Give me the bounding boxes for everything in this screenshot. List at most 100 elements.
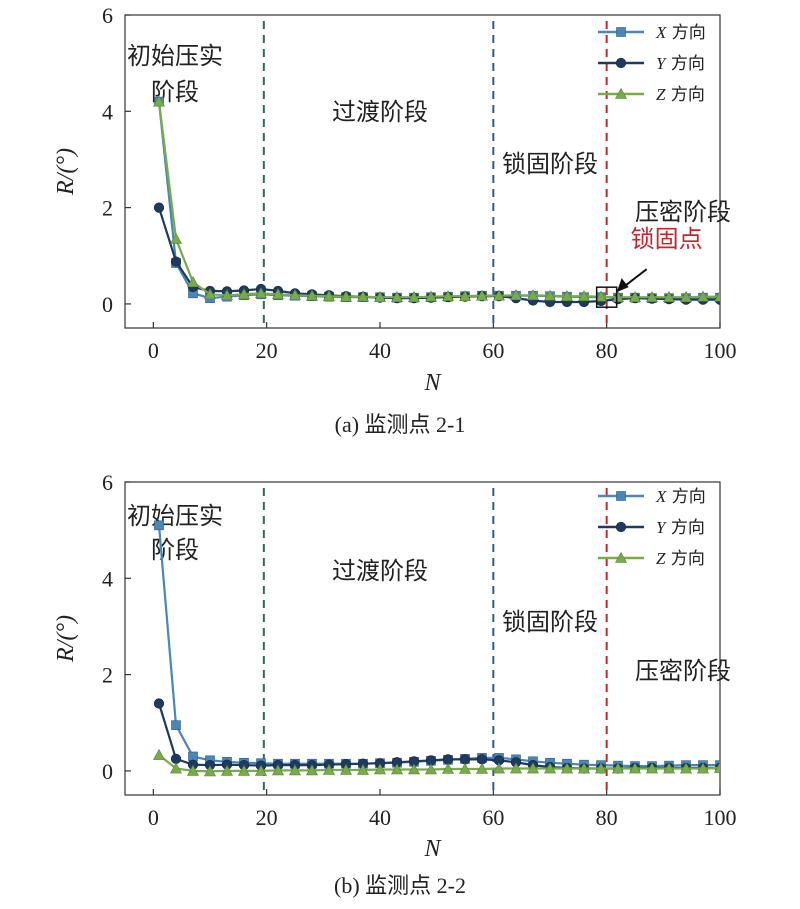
x-tick-label: 60 [482, 338, 504, 363]
data-point [679, 762, 693, 774]
y-axis-label: R/(°) [53, 148, 79, 196]
stage-label: 锁固阶段 [502, 150, 598, 178]
stage-label: 过渡阶段 [332, 98, 428, 126]
data-point [356, 290, 370, 302]
data-point [475, 762, 489, 774]
data-point [356, 763, 370, 775]
plot-frame [124, 14, 721, 329]
data-point [662, 762, 676, 774]
data-point [237, 764, 251, 776]
x-tick-label: 100 [704, 805, 737, 830]
legend-marker [616, 491, 626, 501]
series-triangle [152, 748, 720, 777]
legend-entry-label: X 方向 [655, 487, 706, 507]
data-point [441, 762, 455, 774]
data-point [171, 720, 181, 730]
data-point [424, 290, 438, 302]
stage-label: 初始压实 [127, 502, 223, 530]
data-point [407, 763, 421, 775]
stage-label: 过渡阶段 [332, 557, 428, 585]
data-point [339, 763, 353, 775]
x-tick-label: 40 [369, 805, 391, 830]
data-point [526, 762, 540, 774]
data-point [169, 232, 183, 244]
data-point [713, 290, 720, 302]
x-axis-label: N [423, 370, 442, 396]
data-point [390, 763, 404, 775]
y-tick-label: 4 [102, 99, 113, 124]
data-point [458, 762, 472, 774]
data-point [170, 753, 182, 764]
series-line [157, 525, 720, 768]
data-point [305, 289, 319, 301]
data-point [442, 754, 454, 765]
data-point [577, 290, 591, 302]
data-point [543, 289, 557, 301]
data-point [152, 95, 166, 107]
data-point [543, 762, 557, 774]
stage-label: 锁固阶段 [502, 608, 598, 636]
legend-marker [615, 521, 627, 533]
data-point [305, 764, 319, 776]
data-point [459, 754, 471, 765]
y-tick-label: 0 [102, 759, 113, 784]
data-point [271, 764, 285, 776]
data-point [407, 291, 421, 302]
legend-entry-label: Y 方向 [656, 54, 705, 74]
legend-marker [614, 87, 628, 99]
legend-entry-label: Z 方向 [656, 85, 705, 105]
data-point [713, 761, 720, 773]
y-tick-label: 2 [102, 196, 113, 221]
data-point [390, 291, 404, 302]
data-point [560, 762, 574, 774]
panel-caption: (b) 监测点 2-2 [334, 873, 466, 898]
legend-entry-label: Z 方向 [656, 549, 705, 569]
legend-entry-label: X 方向 [655, 23, 706, 43]
y-tick-label: 4 [102, 566, 113, 591]
stage-label: 阶段 [151, 536, 199, 564]
y-axis-label: R/(°) [53, 615, 79, 663]
data-point [203, 765, 217, 777]
data-point [628, 762, 642, 774]
data-point [611, 291, 625, 302]
data-point [237, 288, 251, 300]
lock-point-box [595, 286, 618, 308]
data-point [662, 291, 676, 302]
data-point [169, 762, 183, 774]
plot-frame [124, 481, 721, 796]
data-point [186, 764, 200, 776]
data-point [492, 289, 506, 301]
legend: X 方向 Y 方向 Z 方向 [598, 487, 706, 569]
legend-entry-label: Y 方向 [656, 518, 705, 538]
y-tick-label: 6 [102, 3, 113, 28]
data-point [152, 748, 166, 760]
lock-point-label: 锁固点 [631, 225, 703, 253]
data-point [154, 520, 164, 531]
data-point [577, 762, 591, 774]
data-point [288, 764, 302, 776]
data-point [322, 763, 336, 775]
data-point [594, 290, 608, 302]
data-point [645, 762, 659, 774]
x-tick-label: 40 [369, 338, 391, 363]
x-tick-label: 20 [256, 338, 278, 363]
data-point [696, 290, 710, 302]
legend-marker [616, 27, 626, 37]
x-tick-label: 60 [482, 805, 504, 830]
stage-label: 压密阶段 [635, 657, 731, 685]
data-point [373, 763, 387, 775]
data-point [186, 276, 200, 288]
x-tick-label: 100 [704, 338, 737, 363]
x-tick-label: 80 [596, 805, 618, 830]
series-line [158, 754, 720, 773]
data-point [254, 764, 268, 776]
x-axis-label: N [423, 836, 442, 862]
legend-marker [615, 57, 627, 69]
data-point [679, 291, 693, 302]
x-tick-label: 20 [256, 805, 278, 830]
x-tick-label: 0 [148, 338, 159, 363]
data-point [271, 288, 285, 300]
